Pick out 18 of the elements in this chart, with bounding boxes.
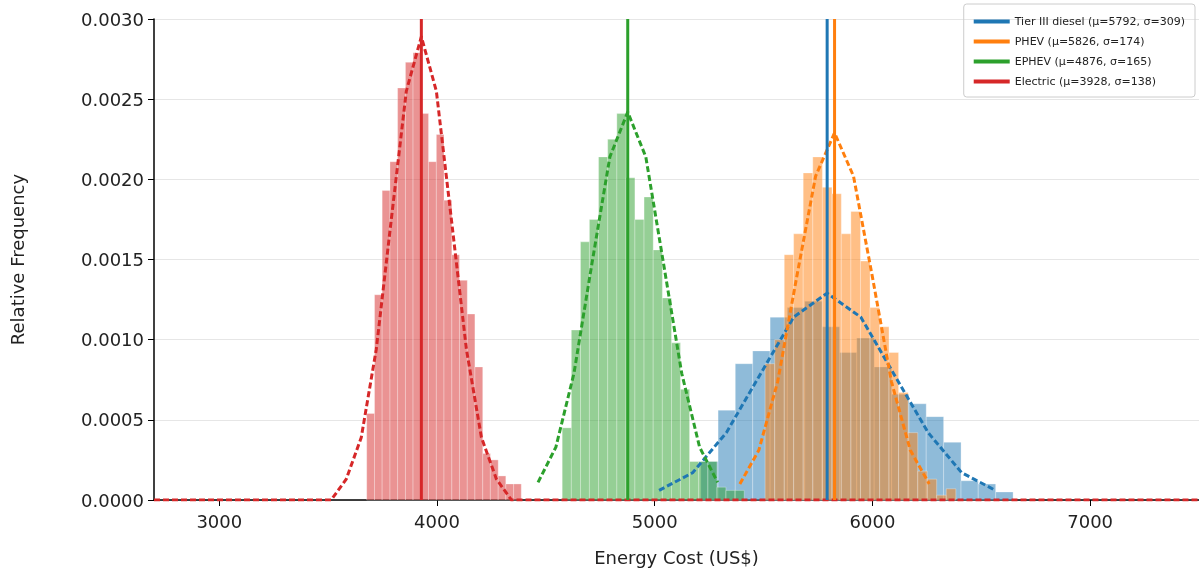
x-tick-label: 4000 bbox=[414, 510, 460, 532]
y-tick-label: 0.0015 bbox=[81, 249, 144, 270]
legend-label: PHEV (μ=5826, σ=174) bbox=[1014, 35, 1145, 48]
y-tick-label: 0.0000 bbox=[81, 489, 144, 511]
y-tick-label: 0.0025 bbox=[81, 88, 144, 110]
x-tick-label: 7000 bbox=[1067, 510, 1114, 532]
x-tick-label: 6000 bbox=[849, 510, 896, 532]
y-tick-label: 0.0010 bbox=[81, 329, 144, 351]
legend-label: Tier III diesel (μ=5792, σ=309) bbox=[1013, 15, 1185, 28]
x-tick-label: 5000 bbox=[631, 510, 678, 532]
x-axis-title: Energy Cost (US$) bbox=[594, 546, 759, 568]
y-tick-label: 0.0030 bbox=[81, 8, 144, 30]
y-tick-label: 0.0005 bbox=[81, 409, 144, 431]
y-axis-title: Relative Frequency bbox=[6, 173, 28, 346]
legend-label: Electric (μ=3928, σ=138) bbox=[1014, 75, 1156, 88]
x-tick-label: 3000 bbox=[196, 510, 243, 532]
y-tick-label: 0.0020 bbox=[81, 168, 144, 190]
legend-label: EPHEV (μ=4876, σ=165) bbox=[1014, 55, 1152, 68]
